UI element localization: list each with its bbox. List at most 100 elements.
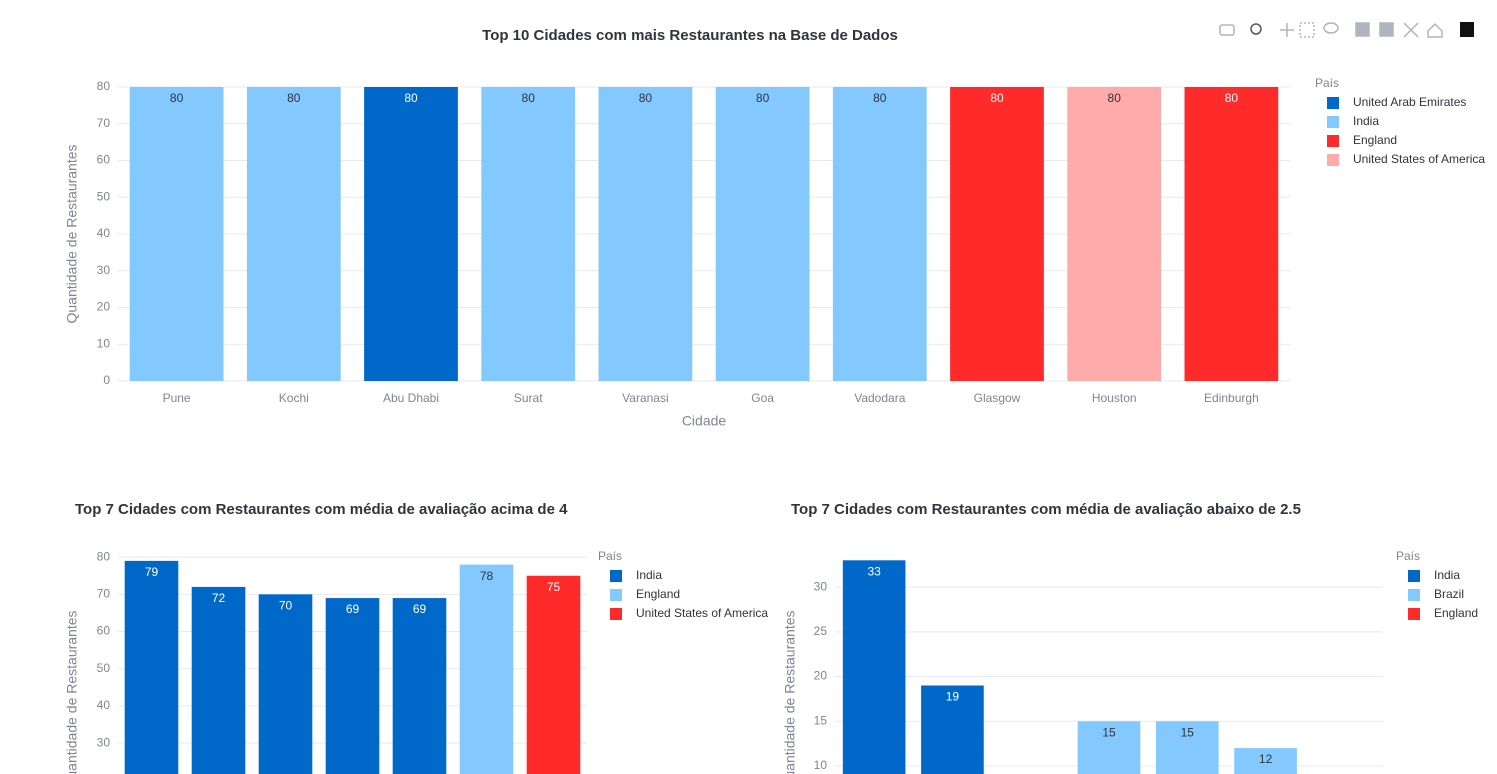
zoom-icon[interactable]: [1250, 23, 1262, 35]
legend-swatch[interactable]: [1327, 97, 1339, 109]
y-tick-label: 80: [97, 549, 111, 563]
legend-label: England: [1353, 133, 1397, 147]
value-label: 80: [1225, 91, 1239, 105]
y-tick-label: 70: [97, 116, 111, 130]
x-tick-label: Pune: [163, 391, 191, 405]
value-label: 19: [946, 690, 960, 704]
pan-icon[interactable]: [1280, 23, 1294, 37]
legend-swatch[interactable]: [1327, 135, 1339, 147]
y-tick-label: 15: [814, 713, 828, 727]
value-label: 15: [1102, 725, 1116, 739]
plotly-logo[interactable]: [1460, 22, 1474, 37]
legend-swatch[interactable]: [1327, 154, 1339, 166]
value-label: 80: [639, 91, 653, 105]
bar: [1077, 721, 1141, 774]
bar: [258, 594, 313, 774]
value-label: 15: [1181, 725, 1195, 739]
legend-label: India: [636, 568, 662, 582]
value-label: 70: [279, 599, 293, 613]
y-tick-label: 30: [97, 263, 111, 277]
legend-label: United States of America: [1353, 152, 1485, 166]
y-axis-title: Quantidade de Restaurantes: [782, 610, 798, 774]
zoom-in-icon[interactable]: [1355, 22, 1370, 37]
chart-title: Top 10 Cidades com mais Restaurantes na …: [482, 27, 898, 44]
chart-title: Top 7 Cidades com Restaurantes com média…: [75, 501, 568, 518]
value-label: 69: [413, 602, 427, 616]
y-tick-label: 80: [97, 79, 111, 93]
legend-swatch[interactable]: [610, 570, 622, 582]
home-icon[interactable]: [1427, 22, 1443, 38]
camera-icon[interactable]: [1219, 24, 1235, 36]
legend-swatch[interactable]: [1408, 589, 1420, 601]
x-tick-label: Abu Dhabi: [383, 391, 439, 405]
x-tick-label: Edinburgh: [1204, 391, 1259, 405]
y-tick-label: 40: [97, 698, 111, 712]
bar: [364, 87, 458, 381]
value-label: 80: [522, 91, 536, 105]
value-label: 80: [873, 91, 887, 105]
value-label: 80: [404, 91, 418, 105]
value-label: 80: [170, 91, 184, 105]
y-tick-label: 30: [814, 579, 828, 593]
y-tick-label: 60: [97, 153, 111, 167]
bar: [715, 87, 810, 381]
legend-label: England: [1434, 606, 1478, 620]
bar: [124, 560, 179, 774]
bar: [246, 87, 341, 381]
bar: [526, 575, 581, 774]
x-tick-label: Varanasi: [622, 391, 668, 405]
y-tick-label: 40: [97, 226, 111, 240]
bar: [1155, 721, 1219, 774]
y-tick-label: 10: [97, 336, 111, 350]
legend-swatch[interactable]: [1408, 570, 1420, 582]
x-axis-title: Cidade: [682, 413, 727, 429]
legend-swatch[interactable]: [610, 608, 622, 620]
legend-label: United States of America: [636, 606, 768, 620]
value-label: 78: [480, 569, 494, 583]
y-tick-label: 0: [103, 373, 110, 387]
select-icon[interactable]: [1299, 22, 1315, 38]
legend-swatch[interactable]: [1408, 608, 1420, 620]
legend-label: United Arab Emirates: [1353, 95, 1466, 109]
y-tick-label: 70: [97, 587, 111, 601]
y-axis-title: Quantidade de Restaurantes: [64, 144, 80, 323]
value-label: 69: [346, 602, 360, 616]
x-tick-label: Goa: [751, 391, 774, 405]
bar: [950, 87, 1044, 381]
y-tick-label: 20: [814, 669, 828, 683]
y-tick-label: 60: [97, 624, 111, 638]
legend-swatch[interactable]: [1327, 116, 1339, 128]
bar: [129, 87, 224, 381]
value-label: 80: [287, 91, 301, 105]
bar: [481, 87, 576, 381]
zoom-out-icon[interactable]: [1379, 22, 1394, 37]
y-axis-title: Quantidade de Restaurantes: [64, 610, 80, 774]
x-tick-label: Kochi: [279, 391, 309, 405]
value-label: 33: [867, 564, 881, 578]
bar: [191, 586, 246, 774]
value-label: 72: [212, 591, 226, 605]
bar: [459, 564, 514, 774]
legend-swatch[interactable]: [610, 589, 622, 601]
lasso-icon[interactable]: [1323, 22, 1339, 34]
chart-title: Top 7 Cidades com Restaurantes com média…: [791, 501, 1301, 518]
value-label: 79: [145, 565, 159, 579]
x-tick-label: Surat: [514, 391, 543, 405]
y-tick-label: 10: [814, 758, 828, 772]
y-tick-label: 30: [97, 735, 111, 749]
value-label: 80: [756, 91, 770, 105]
y-tick-label: 50: [97, 189, 111, 203]
legend-label: India: [1434, 568, 1460, 582]
value-label: 80: [1108, 91, 1122, 105]
bar: [832, 87, 927, 381]
bar: [1184, 87, 1279, 381]
autoscale-icon[interactable]: [1403, 22, 1419, 38]
bar: [325, 598, 380, 774]
legend-label: India: [1353, 114, 1379, 128]
x-tick-label: Houston: [1092, 391, 1137, 405]
y-tick-label: 20: [97, 300, 111, 314]
legend-label: England: [636, 587, 680, 601]
x-tick-label: Vadodara: [854, 391, 905, 405]
legend-title: País: [1315, 76, 1339, 90]
